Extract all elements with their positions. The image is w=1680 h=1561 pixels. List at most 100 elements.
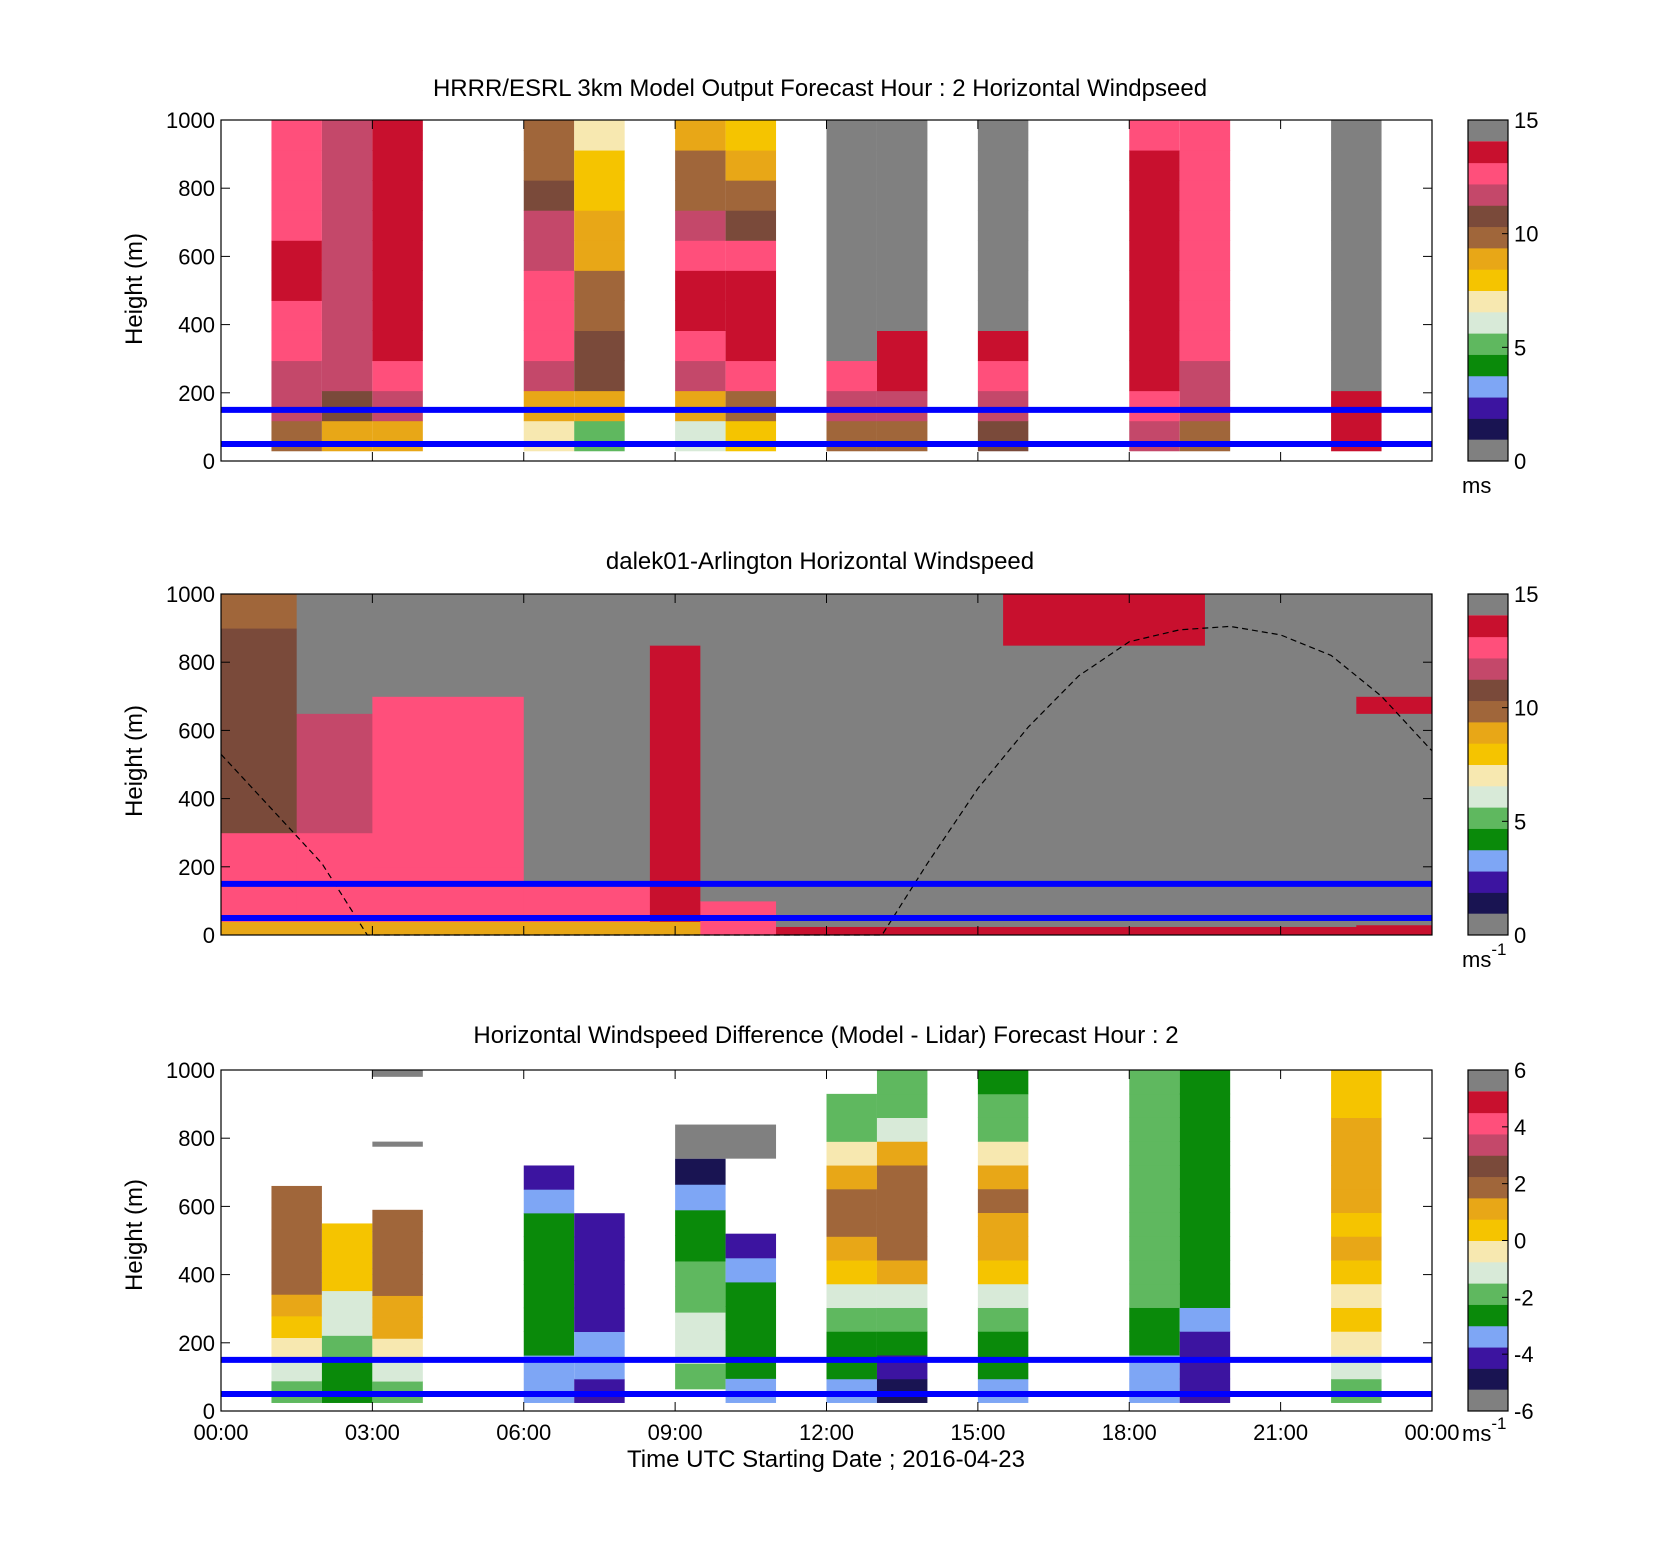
colorbar-segment xyxy=(1468,269,1508,291)
y-tick-label: 200 xyxy=(178,381,215,406)
y-tick-label: 400 xyxy=(178,787,215,812)
colorbar-segment xyxy=(1468,311,1508,334)
colorbar-segment xyxy=(1468,721,1508,744)
heatmap-cell xyxy=(372,1338,423,1361)
heatmap-cell xyxy=(725,1233,777,1259)
y-tick-label: 200 xyxy=(178,1331,215,1356)
heatmap-cell xyxy=(977,1188,1029,1213)
heatmap-cell xyxy=(523,240,575,271)
heatmap-cell xyxy=(574,1284,625,1309)
heatmap-cell xyxy=(725,1306,777,1331)
heatmap-cell xyxy=(372,300,423,331)
heatmap-cell xyxy=(523,1307,575,1332)
heatmap-cell xyxy=(523,180,575,211)
heatmap-cell xyxy=(321,270,373,301)
heatmap-cell xyxy=(221,921,298,936)
heatmap-cell xyxy=(826,1141,877,1166)
missing-data-block xyxy=(675,1124,777,1159)
heatmap-cell xyxy=(372,921,525,936)
heatmap-cell xyxy=(523,1212,575,1238)
y-axis-label: Height (m) xyxy=(121,705,148,817)
heatmap-cell xyxy=(876,330,928,362)
colorbar-segment xyxy=(1468,785,1508,808)
y-tick-label: 0 xyxy=(203,923,215,948)
heatmap-cell xyxy=(271,300,322,331)
heatmap-cell xyxy=(826,1236,877,1261)
colorbar-segment xyxy=(1468,892,1508,915)
colorbar-frame xyxy=(1467,119,1509,462)
heatmap-cell xyxy=(271,1359,322,1382)
heatmap-cell xyxy=(372,1359,423,1382)
colorbar-unit-exponent: -1 xyxy=(1491,1414,1506,1433)
heatmap-cell xyxy=(977,300,1029,331)
heatmap-cell xyxy=(876,1259,928,1285)
heatmap-cell xyxy=(372,120,423,151)
heatmap-cell xyxy=(675,1184,726,1211)
heatmap-cell xyxy=(725,1281,777,1307)
heatmap-cell xyxy=(725,180,777,211)
colorbar: 0 5 10 15 ms-1 xyxy=(1462,582,1538,972)
heatmap-cell xyxy=(321,1312,373,1336)
heatmap-cell xyxy=(321,180,373,211)
colorbar-segment xyxy=(1468,657,1508,680)
colorbar-tick-label: 5 xyxy=(1514,809,1526,834)
heatmap-cell xyxy=(1179,180,1231,211)
heatmap-cell xyxy=(372,1295,423,1318)
heatmap-cell xyxy=(1331,390,1382,422)
heatmap-cell xyxy=(372,240,423,271)
heatmap-cell xyxy=(876,1188,928,1213)
heatmap-cell xyxy=(826,270,877,301)
heatmap-cell xyxy=(1331,180,1382,211)
heatmap-cell xyxy=(826,1331,877,1356)
heatmap-cell xyxy=(675,1312,726,1339)
heatmap-cell xyxy=(1331,1331,1382,1356)
heatmap-cell xyxy=(876,360,928,392)
heatmap-cell xyxy=(826,1212,877,1237)
heatmap-cell xyxy=(1331,330,1382,362)
heatmap-cell xyxy=(977,1070,1029,1095)
heatmap-cell xyxy=(977,240,1029,271)
heatmap-cell xyxy=(271,210,322,241)
heatmap-cell xyxy=(725,1330,777,1355)
heatmap-cell xyxy=(523,1283,575,1309)
heatmap-cell xyxy=(876,270,928,301)
heatmap-cell xyxy=(675,150,726,181)
colorbar-tick-label: 4 xyxy=(1514,1115,1526,1140)
heatmap-cell xyxy=(977,1259,1029,1285)
heatmap-cell xyxy=(523,210,575,241)
heatmap-cell xyxy=(574,330,625,362)
heatmap-cell xyxy=(1129,270,1180,301)
heatmap-cell xyxy=(675,1286,726,1313)
heatmap-cell xyxy=(321,1245,373,1269)
heatmap-cell xyxy=(977,1378,1029,1403)
heatmap-cell xyxy=(271,330,322,362)
heatmap-cell xyxy=(321,120,373,151)
heatmap-cell xyxy=(725,1378,777,1403)
heatmap-cell xyxy=(977,1093,1029,1118)
y-tick-label: 1000 xyxy=(166,582,215,607)
heatmap-cell xyxy=(1331,1283,1382,1308)
colorbar-segment xyxy=(1468,183,1508,206)
heatmap-cell xyxy=(1179,120,1231,151)
heatmap-cell xyxy=(826,1283,877,1309)
heatmap-cell xyxy=(1331,240,1382,271)
heatmap-cell xyxy=(1003,926,1206,936)
heatmap-cell xyxy=(221,594,298,629)
heatmap-cell xyxy=(776,926,1004,936)
heatmap-cell xyxy=(271,1294,322,1317)
y-tick-label: 0 xyxy=(203,449,215,474)
y-tick-label: 800 xyxy=(178,650,215,675)
heatmap-cell xyxy=(1331,1070,1382,1095)
colorbar-segment xyxy=(1468,354,1508,377)
heatmap-cell xyxy=(826,330,877,362)
heatmap-cell xyxy=(1331,270,1382,301)
colorbar-segment xyxy=(1468,397,1508,419)
heatmap-cell xyxy=(1129,210,1180,241)
heatmap-cell xyxy=(574,390,625,422)
heatmap-cell xyxy=(675,1209,726,1236)
heatmap-cell xyxy=(725,360,777,392)
heatmap-cell xyxy=(1129,1331,1180,1356)
heatmap-cell xyxy=(1331,210,1382,241)
heatmap-cell xyxy=(876,1307,928,1332)
heatmap-cell xyxy=(826,180,877,211)
